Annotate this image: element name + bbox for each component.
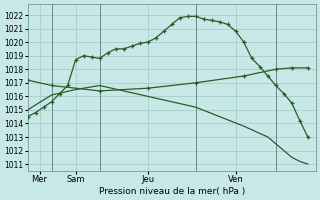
X-axis label: Pression niveau de la mer( hPa ): Pression niveau de la mer( hPa ) xyxy=(99,187,245,196)
